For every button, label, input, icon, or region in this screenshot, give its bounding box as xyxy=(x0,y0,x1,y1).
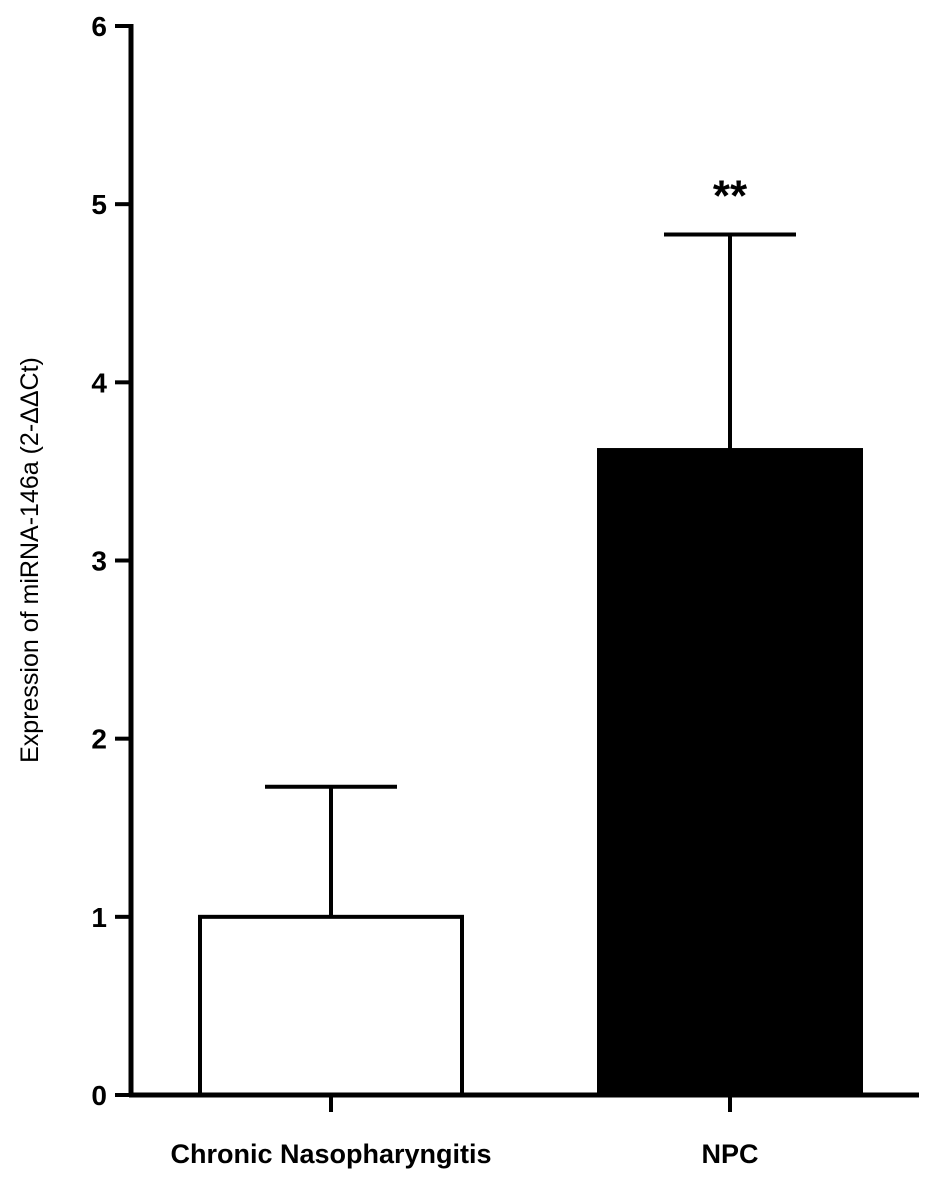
bar xyxy=(198,914,464,1097)
error-bars xyxy=(265,232,796,917)
bar xyxy=(597,448,863,1097)
y-tick-label: 2 xyxy=(91,724,107,755)
category-label: Chronic Nasopharyngitis xyxy=(170,1139,491,1169)
x-axis xyxy=(129,1092,919,1112)
y-tick-label: 1 xyxy=(91,902,107,933)
annotations: ** xyxy=(713,171,748,220)
y-tick-label: 0 xyxy=(91,1080,107,1111)
y-tick-label: 3 xyxy=(91,546,107,577)
y-axis-title: Expression of miRNA-146a (2-ΔΔCt) xyxy=(16,357,44,763)
bars xyxy=(198,448,863,1097)
category-label: NPC xyxy=(701,1139,758,1169)
y-tick-label: 4 xyxy=(91,367,107,398)
category-labels: Chronic Nasopharyngitis NPC xyxy=(170,1139,758,1169)
significance-marker: ** xyxy=(713,171,748,220)
y-tick-label: 5 xyxy=(91,189,107,220)
y-tick-label: 6 xyxy=(91,11,107,42)
y-axis-ticks: 0 1 2 3 4 5 6 xyxy=(91,11,134,1111)
